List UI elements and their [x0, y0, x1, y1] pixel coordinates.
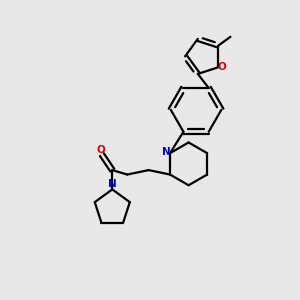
Text: O: O: [218, 62, 226, 72]
Text: O: O: [96, 145, 105, 154]
Text: N: N: [162, 147, 171, 157]
Text: N: N: [108, 179, 117, 189]
